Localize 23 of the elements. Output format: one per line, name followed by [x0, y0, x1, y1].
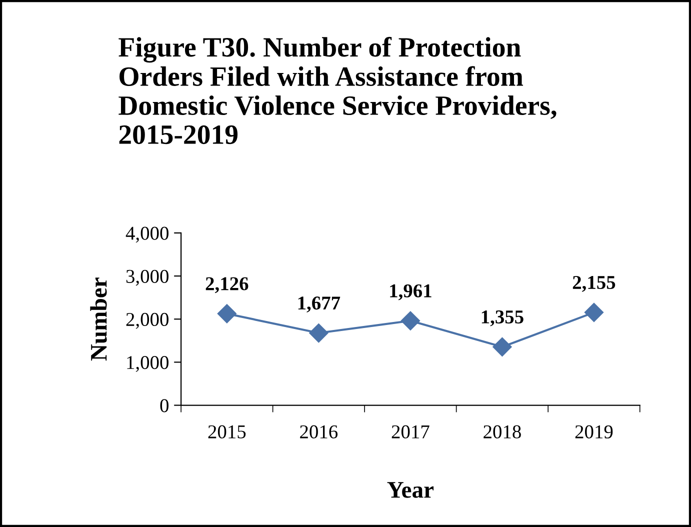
x-tick-label: 2019 [575, 425, 613, 438]
x-tick-label: 2018 [484, 425, 521, 438]
chart-title: Figure T30. Number of Protection Orders Filed with Assistance from Domestic Violence Service Providers, 2015-2019 [118, 36, 556, 144]
y-tick-label: 2,000 [126, 312, 168, 329]
y-tick-label: 3,000 [126, 270, 168, 286]
x-axis-title: Year [387, 482, 434, 498]
point [584, 302, 604, 322]
text: 1,961 [390, 284, 432, 300]
text: 1,355 [482, 310, 524, 326]
x-tick-label: 2016 [300, 425, 338, 438]
point [217, 304, 236, 324]
x-tick-label: 2017 [392, 425, 430, 438]
text: 2,155 [572, 276, 616, 292]
point [400, 311, 420, 330]
y-axis-title: Number [90, 278, 107, 361]
text: 2,126 [206, 277, 248, 294]
text: 1,677 [298, 296, 340, 312]
y-tick-label: 0 [160, 399, 168, 412]
y-tick-label: 4,000 [126, 226, 168, 243]
x-tick-label: 2015 [208, 425, 246, 438]
y-tick-label: 1,000 [127, 356, 168, 372]
point [309, 323, 328, 343]
point [492, 337, 512, 356]
